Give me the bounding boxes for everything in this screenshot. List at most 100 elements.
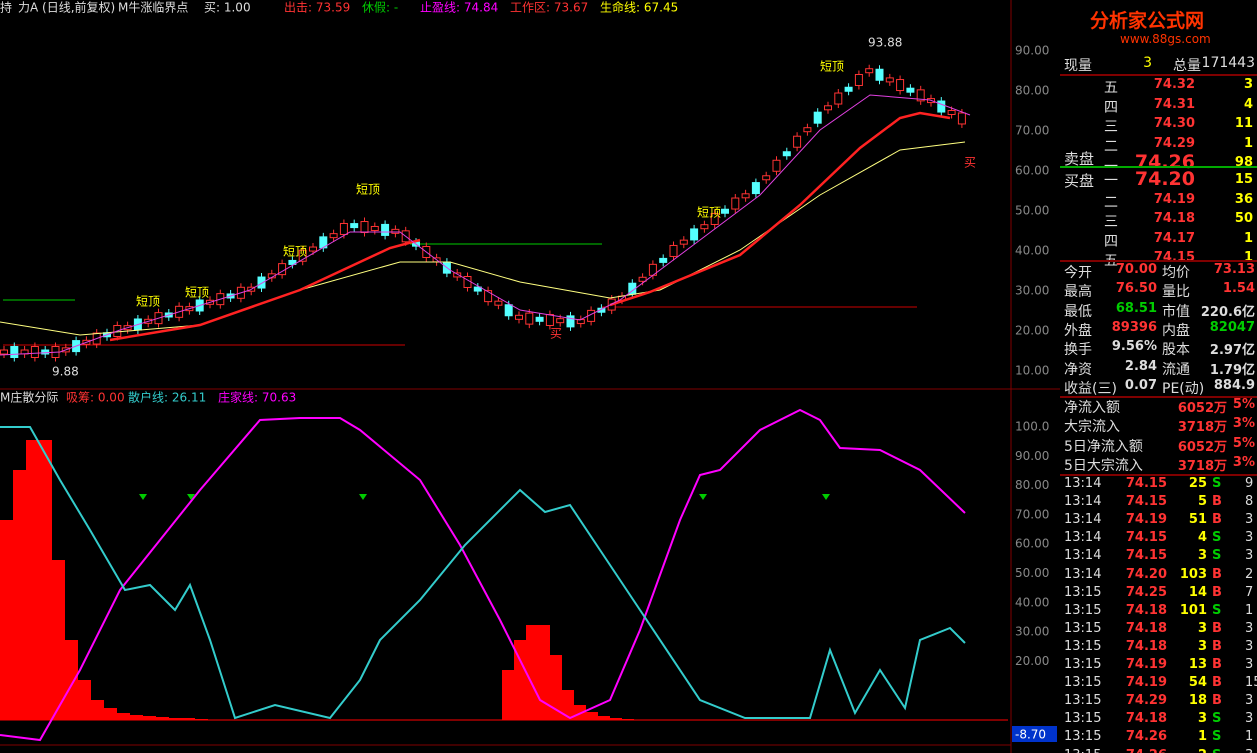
candle-body xyxy=(597,307,606,313)
volume: 4 xyxy=(1197,530,1207,546)
count: 3 xyxy=(1245,638,1254,654)
axis-label: 30.00 xyxy=(1015,284,1049,298)
candle-body xyxy=(257,276,266,289)
value: 68.51 xyxy=(1115,300,1157,316)
side: B xyxy=(1212,584,1222,600)
price: 74.18 xyxy=(1125,711,1167,727)
label: 净资 xyxy=(1064,361,1092,378)
volume: 3 xyxy=(1197,548,1207,564)
indicator-label: 休假: - xyxy=(362,1,398,15)
candle-body xyxy=(813,111,822,124)
label: 换手 xyxy=(1064,342,1092,359)
volume: 36 xyxy=(1234,191,1253,207)
time: 13:15 xyxy=(1064,729,1102,745)
time: 13:15 xyxy=(1064,711,1102,727)
candle-body xyxy=(298,249,307,262)
side: S xyxy=(1212,530,1222,546)
axis-label: 90.00 xyxy=(1015,449,1049,463)
ma-line xyxy=(609,111,951,307)
value: 73.13 xyxy=(1213,262,1255,277)
value: 220.6亿 xyxy=(1200,304,1255,320)
label: 总量 xyxy=(1173,58,1201,74)
volume: 3 xyxy=(1243,77,1253,92)
hist-bar xyxy=(550,655,562,720)
indicator-label: 力A (日线,前复权) xyxy=(18,0,115,15)
candle-body xyxy=(885,77,894,83)
hist-bar xyxy=(39,440,52,720)
price: 74.26 xyxy=(1126,748,1167,753)
separator xyxy=(1060,166,1257,168)
hist-bar xyxy=(538,625,550,720)
count: 1 xyxy=(1245,602,1254,618)
candle-body xyxy=(875,68,884,81)
count: 3 xyxy=(1245,693,1254,709)
candle-body xyxy=(700,224,709,230)
volume: 3 xyxy=(1197,620,1207,636)
time: 13:15 xyxy=(1064,693,1102,709)
time: 13:14 xyxy=(1064,530,1102,546)
hist-bar xyxy=(610,718,622,720)
time: 13:14 xyxy=(1064,566,1102,582)
volume: 18 xyxy=(1188,693,1207,709)
candle-body xyxy=(473,286,482,292)
candle-body xyxy=(525,312,534,325)
axis-label: 60.00 xyxy=(1015,537,1049,551)
indicator-label: M庄散分际 xyxy=(0,390,58,405)
candle-body xyxy=(772,159,781,172)
axis-label: 80.00 xyxy=(1015,478,1049,492)
value: 3718万 xyxy=(1177,420,1227,436)
high-label: 93.88 xyxy=(868,36,902,50)
candle-body xyxy=(751,182,760,195)
count: 3 xyxy=(1245,657,1254,672)
hist-bar xyxy=(502,670,514,720)
axis-label: 20.00 xyxy=(1015,324,1049,338)
candle-body xyxy=(762,175,771,181)
value: 6052万 xyxy=(1177,439,1227,455)
value: 1.54 xyxy=(1222,281,1255,297)
axis-label: 70.00 xyxy=(1015,124,1049,138)
volume: 14 xyxy=(1188,584,1207,600)
level: 三 xyxy=(1104,214,1118,230)
annotation: 买 xyxy=(964,156,976,170)
side: B xyxy=(1212,638,1222,654)
hist-bar xyxy=(104,708,117,720)
indicator-label: 止盈线: 74.84 xyxy=(420,1,498,15)
axis-label: 40.00 xyxy=(1015,595,1049,609)
retail-line xyxy=(0,426,966,720)
axis-label: 80.00 xyxy=(1015,84,1049,98)
candle-body xyxy=(793,135,802,148)
side: B xyxy=(1212,657,1222,672)
count: 3 xyxy=(1245,620,1254,636)
current-value: -8.70 xyxy=(1015,728,1046,742)
hist-bar xyxy=(117,713,130,720)
time: 13:15 xyxy=(1064,638,1102,654)
volume: 3 xyxy=(1197,638,1207,654)
price: 74.15 xyxy=(1125,548,1167,564)
axis-label: 90.00 xyxy=(1015,44,1049,58)
indicator-label: 庄家线: 70.63 xyxy=(218,390,296,405)
low-label: 9.88 xyxy=(52,365,79,379)
time: 13:15 xyxy=(1064,657,1102,672)
price: 74.15 xyxy=(1125,476,1167,491)
candle-body xyxy=(844,86,853,92)
candle-body xyxy=(957,112,966,125)
label: 买盘 xyxy=(1064,172,1095,190)
candle-body xyxy=(556,318,565,324)
volume: 101 xyxy=(1179,602,1207,618)
percent: 5% xyxy=(1232,397,1255,412)
ma-line xyxy=(109,238,421,342)
candle-body xyxy=(370,225,379,231)
volume: 3 xyxy=(1197,711,1207,727)
price: 74.15 xyxy=(1125,530,1167,546)
time: 13:15 xyxy=(1064,748,1101,753)
volume: 51 xyxy=(1188,512,1207,528)
count: 3 xyxy=(1245,530,1254,546)
level: 二 xyxy=(1104,194,1118,211)
separator xyxy=(1060,474,1257,476)
separator xyxy=(1060,396,1257,398)
volume: 1 xyxy=(1243,135,1253,151)
label: 净流入额 xyxy=(1064,400,1120,416)
label: PE(动) xyxy=(1162,380,1205,397)
count: 9 xyxy=(1245,476,1254,491)
